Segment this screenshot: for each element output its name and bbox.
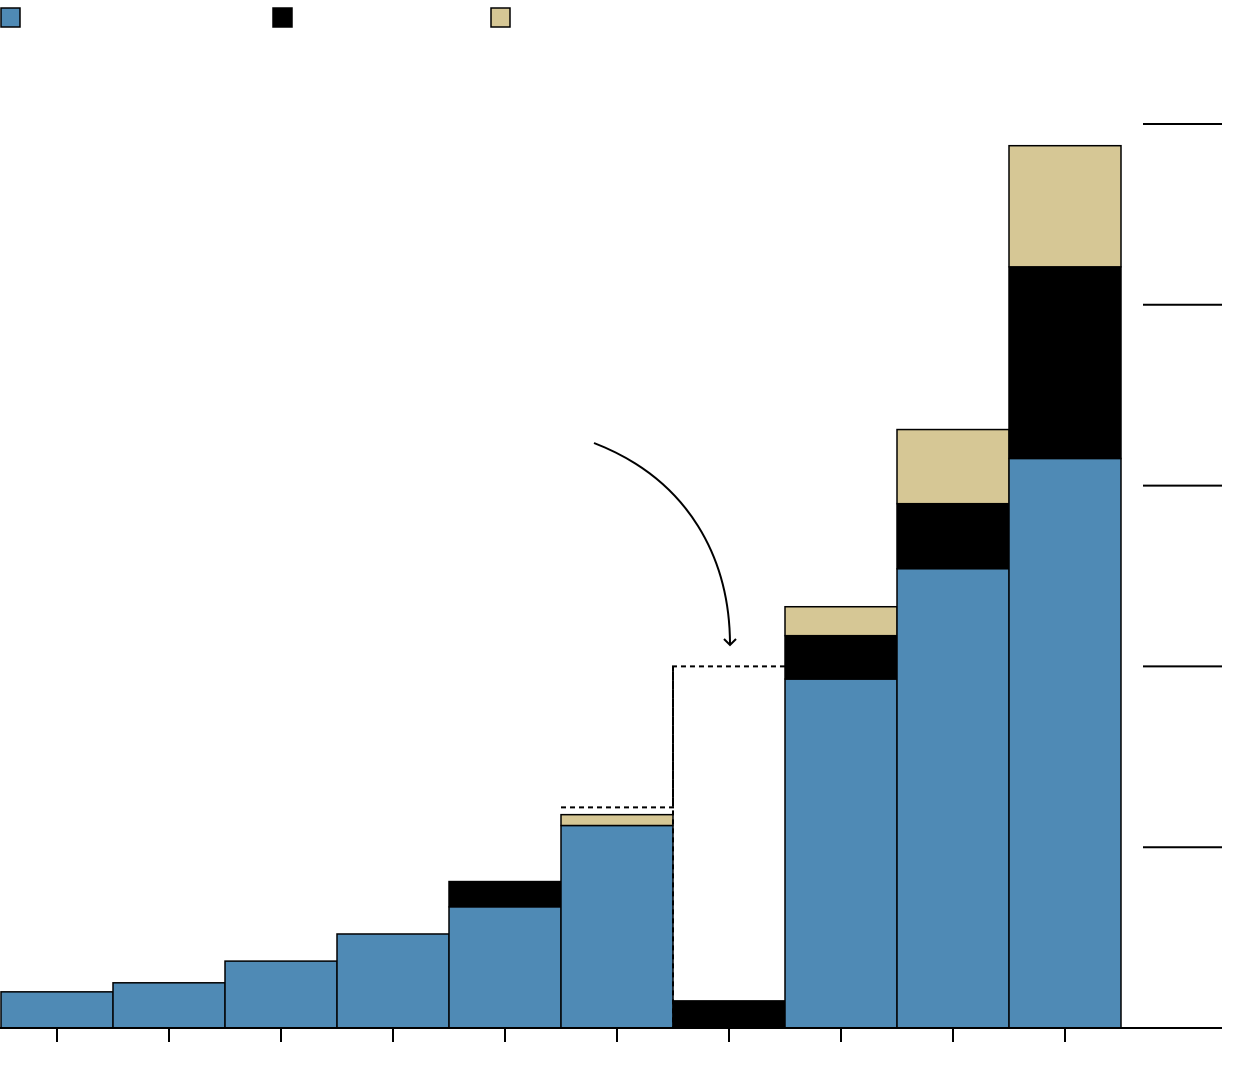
bar-1-segment-1 [0, 991, 114, 1029]
bar-4-segment-1 [336, 933, 450, 1029]
legend-swatch-1 [0, 7, 21, 28]
bar-10-segment-2 [1008, 266, 1122, 460]
dashed-outline [561, 665, 785, 1028]
legend [0, 7, 511, 28]
annotation [593, 442, 737, 647]
legend-swatch-2 [272, 7, 293, 28]
bar-9-segment-1 [896, 568, 1010, 1029]
bars [0, 144, 1122, 1029]
bar-10-segment-1 [1008, 457, 1122, 1029]
bar-5-segment-1 [448, 906, 562, 1029]
bar-8-segment-3 [784, 605, 898, 637]
bar-2-segment-1 [112, 982, 226, 1029]
bar-9-segment-3 [896, 428, 1010, 505]
bar-7-segment-2 [672, 1000, 786, 1029]
bar-8-segment-1 [784, 678, 898, 1029]
dashed-projection-line [561, 665, 785, 809]
y-axis [1143, 123, 1222, 849]
bar-3-segment-1 [224, 960, 338, 1029]
bar-5-segment-2 [448, 880, 562, 908]
annotation-arrow [593, 442, 737, 647]
bar-9-segment-2 [896, 502, 1010, 570]
bar-8-segment-2 [784, 634, 898, 680]
x-axis [0, 1027, 1222, 1042]
bar-6-segment-3 [560, 813, 674, 827]
bar-10-segment-3 [1008, 144, 1122, 268]
legend-swatch-3 [490, 7, 511, 28]
bar-6-segment-1 [560, 824, 674, 1029]
